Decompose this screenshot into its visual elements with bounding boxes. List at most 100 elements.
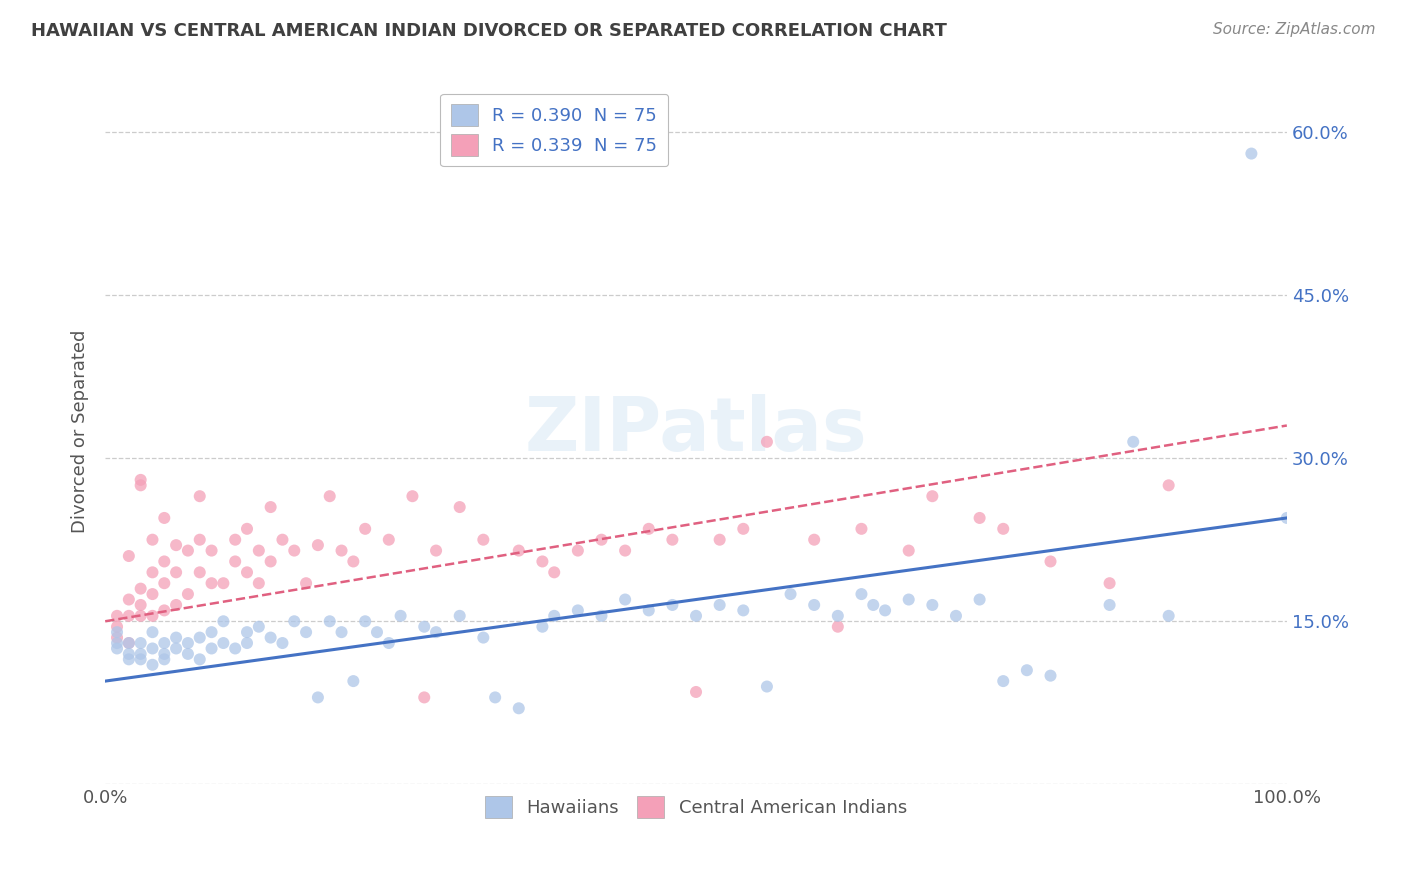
Point	[295, 576, 318, 591]
Point	[1157, 478, 1180, 492]
Point	[141, 608, 163, 623]
Point	[165, 641, 187, 656]
Point	[993, 522, 1015, 536]
Text: ZIPatlas: ZIPatlas	[524, 394, 868, 467]
Point	[118, 549, 141, 563]
Point	[105, 620, 128, 634]
Point	[425, 543, 447, 558]
Point	[247, 620, 270, 634]
Point	[105, 636, 128, 650]
Point	[449, 500, 471, 514]
Point	[129, 636, 152, 650]
Y-axis label: Divorced or Separated: Divorced or Separated	[72, 329, 89, 533]
Point	[153, 636, 176, 650]
Point	[531, 554, 554, 568]
Point	[165, 538, 187, 552]
Point	[472, 533, 495, 547]
Point	[897, 543, 920, 558]
Point	[1098, 576, 1121, 591]
Point	[637, 522, 659, 536]
Point	[637, 603, 659, 617]
Point	[141, 641, 163, 656]
Text: Source: ZipAtlas.com: Source: ZipAtlas.com	[1212, 22, 1375, 37]
Point	[118, 636, 141, 650]
Point	[614, 592, 637, 607]
Point	[153, 554, 176, 568]
Point	[200, 576, 222, 591]
Point	[755, 680, 778, 694]
Point	[153, 647, 176, 661]
Point	[236, 636, 259, 650]
Point	[1275, 511, 1298, 525]
Point	[755, 434, 778, 449]
Point	[779, 587, 801, 601]
Point	[129, 582, 152, 596]
Point	[875, 603, 897, 617]
Point	[366, 625, 388, 640]
Point	[105, 608, 128, 623]
Point	[307, 690, 329, 705]
Point	[342, 674, 364, 689]
Point	[508, 543, 530, 558]
Point	[153, 511, 176, 525]
Point	[188, 489, 211, 503]
Point	[165, 598, 187, 612]
Point	[141, 625, 163, 640]
Point	[295, 625, 318, 640]
Point	[531, 620, 554, 634]
Point	[153, 652, 176, 666]
Point	[118, 647, 141, 661]
Point	[733, 522, 755, 536]
Point	[141, 566, 163, 580]
Point	[188, 533, 211, 547]
Point	[449, 608, 471, 623]
Point	[129, 647, 152, 661]
Point	[259, 554, 281, 568]
Point	[733, 603, 755, 617]
Point	[129, 478, 152, 492]
Point	[247, 543, 270, 558]
Point	[614, 543, 637, 558]
Point	[945, 608, 967, 623]
Point	[224, 554, 246, 568]
Point	[827, 608, 849, 623]
Legend: Hawaiians, Central American Indians: Hawaiians, Central American Indians	[478, 789, 914, 825]
Point	[591, 608, 613, 623]
Point	[567, 543, 589, 558]
Point	[212, 576, 235, 591]
Point	[141, 657, 163, 672]
Point	[389, 608, 412, 623]
Point	[413, 620, 436, 634]
Point	[921, 598, 943, 612]
Point	[1098, 598, 1121, 612]
Point	[543, 566, 565, 580]
Point	[1122, 434, 1144, 449]
Point	[118, 636, 141, 650]
Point	[425, 625, 447, 640]
Point	[827, 620, 849, 634]
Point	[1039, 554, 1062, 568]
Point	[188, 566, 211, 580]
Point	[118, 592, 141, 607]
Point	[224, 641, 246, 656]
Point	[259, 500, 281, 514]
Point	[851, 587, 873, 601]
Point	[508, 701, 530, 715]
Point	[709, 598, 731, 612]
Point	[224, 533, 246, 547]
Point	[472, 631, 495, 645]
Point	[153, 603, 176, 617]
Point	[378, 636, 401, 650]
Point	[105, 641, 128, 656]
Point	[307, 538, 329, 552]
Point	[153, 576, 176, 591]
Point	[1240, 146, 1263, 161]
Point	[271, 636, 294, 650]
Point	[378, 533, 401, 547]
Point	[709, 533, 731, 547]
Point	[247, 576, 270, 591]
Point	[236, 522, 259, 536]
Point	[177, 587, 200, 601]
Point	[330, 625, 353, 640]
Point	[271, 533, 294, 547]
